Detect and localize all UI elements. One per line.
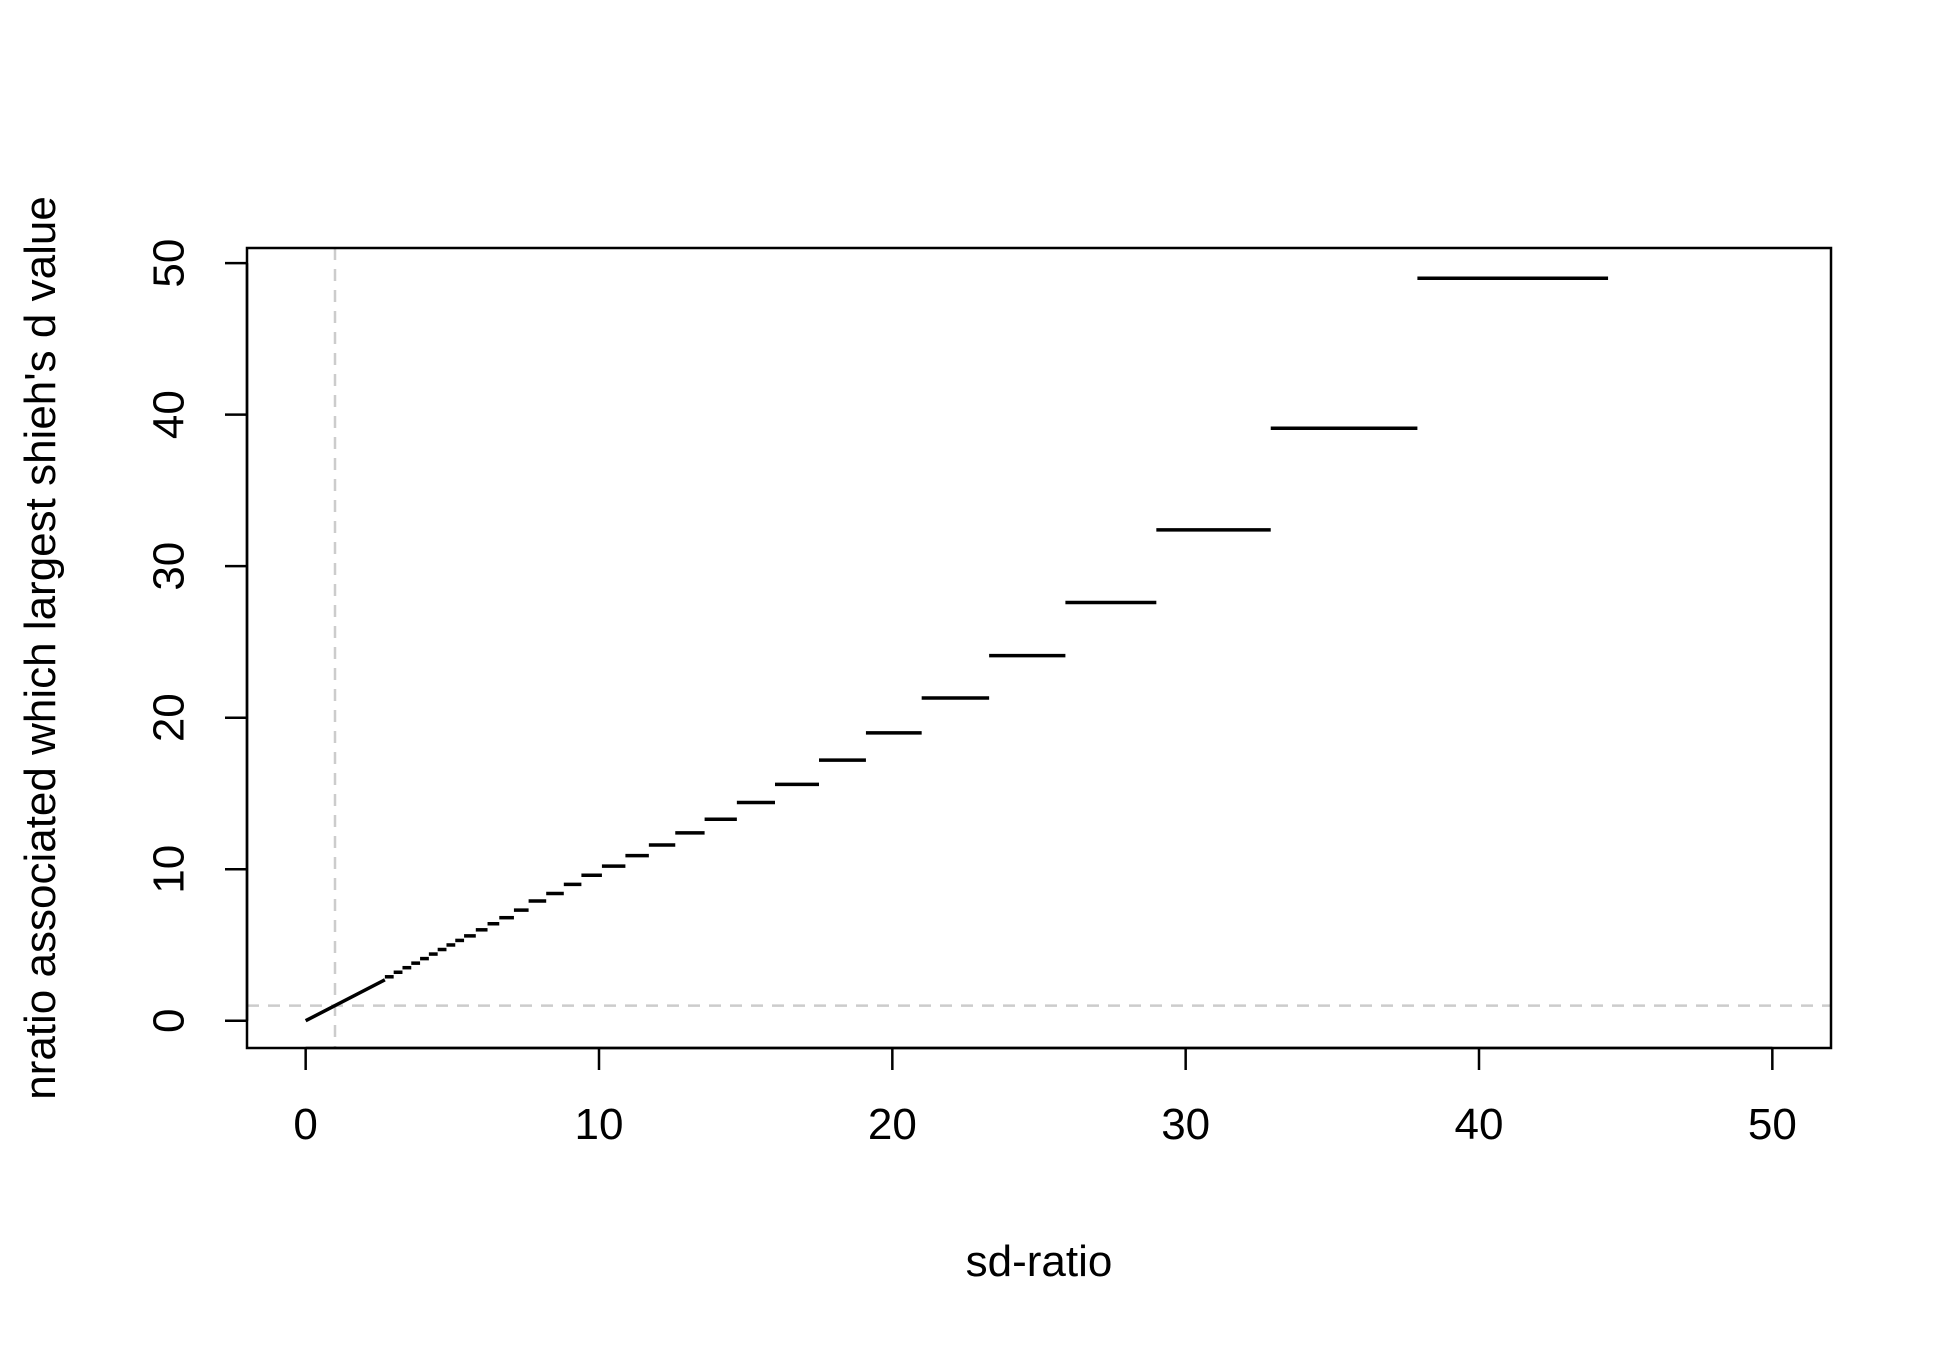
y-axis-title: nratio associated which largest shieh's … bbox=[16, 196, 65, 1100]
x-tick-label: 20 bbox=[868, 1100, 917, 1149]
x-tick-label: 40 bbox=[1455, 1100, 1504, 1149]
y-tick-label: 0 bbox=[145, 1008, 194, 1032]
series-layer bbox=[304, 276, 1609, 1023]
x-tick-label: 30 bbox=[1161, 1100, 1210, 1149]
x-tick-label: 50 bbox=[1748, 1100, 1797, 1149]
y-axis: 0 10 20 30 40 50 bbox=[145, 239, 249, 1033]
y-tick-label: 30 bbox=[145, 542, 194, 591]
reference-lines bbox=[247, 248, 1831, 1048]
series-segment bbox=[304, 978, 386, 1023]
x-tick-label: 0 bbox=[293, 1100, 317, 1149]
x-axis-title: sd-ratio bbox=[966, 1237, 1113, 1286]
y-tick-label: 10 bbox=[145, 845, 194, 894]
y-tick-label: 50 bbox=[145, 239, 194, 288]
x-tick-label: 10 bbox=[575, 1100, 624, 1149]
y-tick-label: 40 bbox=[145, 390, 194, 439]
y-tick-label: 20 bbox=[145, 693, 194, 742]
x-axis: 0 10 20 30 40 50 bbox=[293, 1046, 1797, 1149]
